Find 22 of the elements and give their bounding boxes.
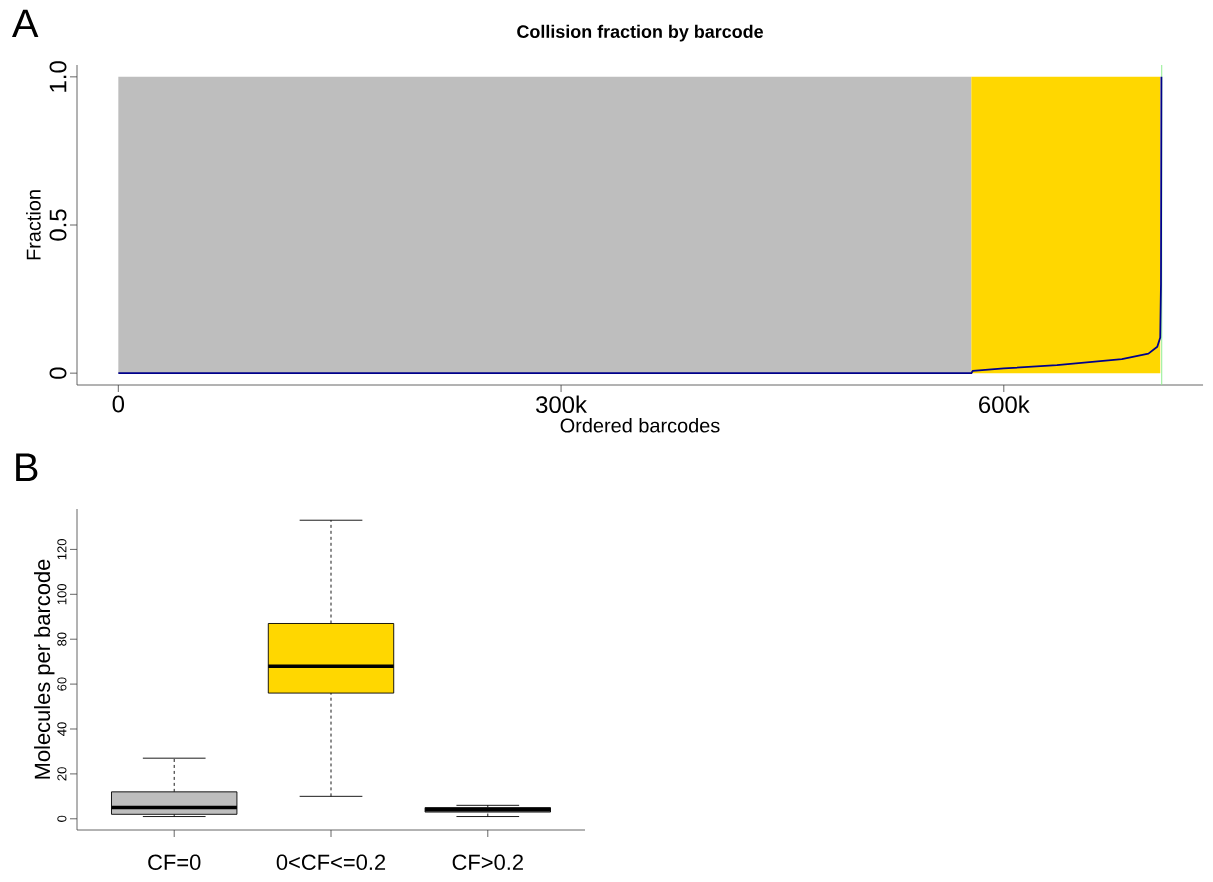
x-tick-label: CF=0 <box>148 854 201 871</box>
x-tick-label: CF>0.2 <box>452 854 523 871</box>
x-tick-label: 0<CF<=0.2 <box>276 854 386 871</box>
x-tick-label: 300k <box>536 395 588 414</box>
y-tick-label: 0.5 <box>49 209 67 241</box>
y-axis-title: Fraction <box>26 190 41 260</box>
x-tick-label: 0 <box>112 395 125 413</box>
y-tick-label: 100 <box>57 584 67 605</box>
y-tick-label: 1.0 <box>49 61 67 92</box>
chart-title: Collision fraction by barcode <box>517 24 763 42</box>
text: B <box>16 453 38 481</box>
x-axis-title: Ordered barcodes <box>560 417 720 433</box>
y-axis-title: Molecules per barcode <box>34 559 55 779</box>
y-tick-label: 20 <box>57 767 67 781</box>
x-tick-label: 600k <box>979 395 1030 414</box>
y-tick-label: 40 <box>57 722 67 736</box>
y-tick-label: 60 <box>57 677 67 691</box>
y-tick-label: 80 <box>57 632 67 646</box>
y-tick-label: 0 <box>49 367 67 379</box>
y-tick-label: 0 <box>57 815 67 822</box>
text: A <box>11 9 39 38</box>
y-tick-label: 120 <box>57 539 67 560</box>
